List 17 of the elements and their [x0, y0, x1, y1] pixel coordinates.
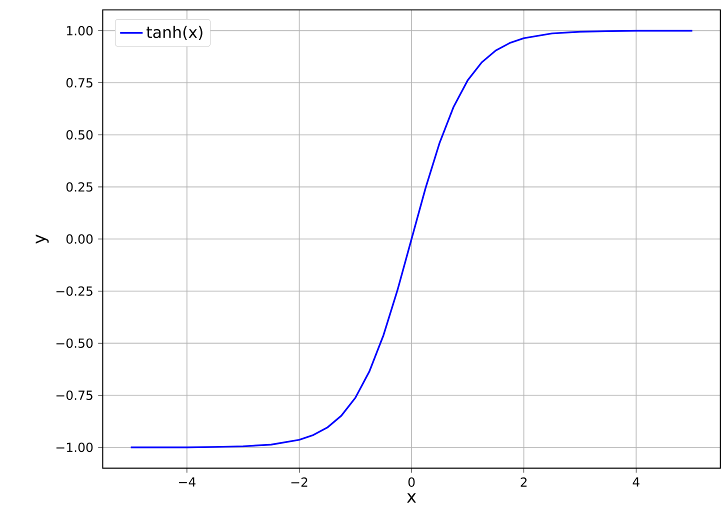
- y-tick-label: −0.75: [56, 390, 92, 400]
- y-axis-title: y: [36, 234, 49, 244]
- y-tick-label: 1.00: [66, 26, 93, 36]
- y-tick-label: 0.00: [66, 234, 93, 244]
- x-tick-label: 2: [520, 477, 527, 487]
- x-tick-label: 4: [632, 477, 640, 487]
- y-tick-label: −0.25: [56, 286, 92, 296]
- y-tick-label: 0.25: [66, 182, 92, 192]
- x-tick-label: 0: [408, 477, 415, 487]
- y-tick-label: −1.00: [56, 442, 93, 452]
- x-axis-title: x: [406, 493, 416, 503]
- y-tick-label: 0.50: [66, 130, 93, 140]
- legend-label: tanh(x): [146, 26, 202, 40]
- y-tick-label: 0.75: [66, 78, 92, 88]
- y-tick-label: −0.50: [56, 338, 93, 348]
- x-tick-label: −4: [179, 477, 196, 487]
- x-tick-label: −2: [291, 477, 308, 487]
